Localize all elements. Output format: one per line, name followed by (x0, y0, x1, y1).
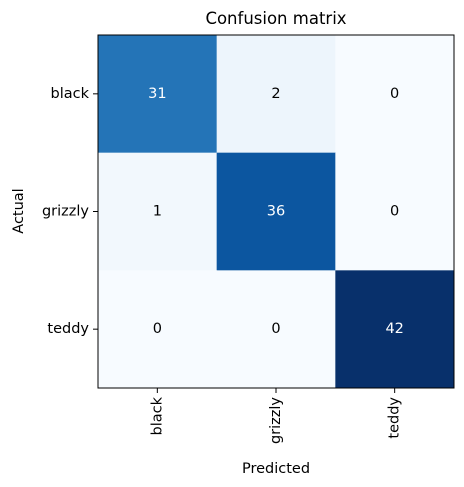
y-tick-label-black: black (51, 86, 90, 102)
heatmap-cell-black-teddy (335, 35, 455, 154)
x-tick-label-black: black (149, 396, 165, 435)
heatmap-cell-black-grizzly (216, 35, 336, 154)
chart-title: Confusion matrix (205, 9, 346, 28)
cell-value-label: 31 (148, 86, 166, 102)
cell-value-label: 1 (153, 204, 162, 220)
y-axis-ticks: black grizzly teddy (42, 86, 98, 337)
cell-value-label: 0 (153, 321, 162, 337)
cell-value-labels: 31 2 0 1 36 0 0 0 42 (148, 86, 404, 337)
heatmap-cells (98, 35, 455, 389)
heatmap-cell-grizzly-black (98, 152, 218, 271)
x-axis-ticks: black grizzly teddy (149, 388, 403, 444)
heatmap-cell-teddy-black (98, 270, 218, 389)
heatmap-cell-black-black (98, 35, 218, 154)
heatmap-cell-grizzly-grizzly (216, 152, 336, 271)
cell-value-label: 0 (390, 86, 399, 102)
y-tick-label-grizzly: grizzly (42, 204, 89, 220)
cell-value-label: 0 (271, 321, 280, 337)
cell-value-label: 36 (267, 204, 285, 220)
cell-value-label: 0 (390, 204, 399, 220)
heatmap-cell-teddy-teddy (335, 270, 455, 389)
y-tick-label-teddy: teddy (47, 321, 89, 337)
heatmap-cell-grizzly-teddy (335, 152, 455, 271)
y-axis-label: Actual (11, 188, 27, 233)
x-axis-label: Predicted (242, 461, 310, 477)
cell-value-label: 42 (385, 321, 403, 337)
x-tick-label-teddy: teddy (387, 397, 403, 439)
heatmap-cell-teddy-grizzly (216, 270, 336, 389)
cell-value-label: 2 (271, 86, 280, 102)
x-tick-label-grizzly: grizzly (268, 397, 284, 444)
